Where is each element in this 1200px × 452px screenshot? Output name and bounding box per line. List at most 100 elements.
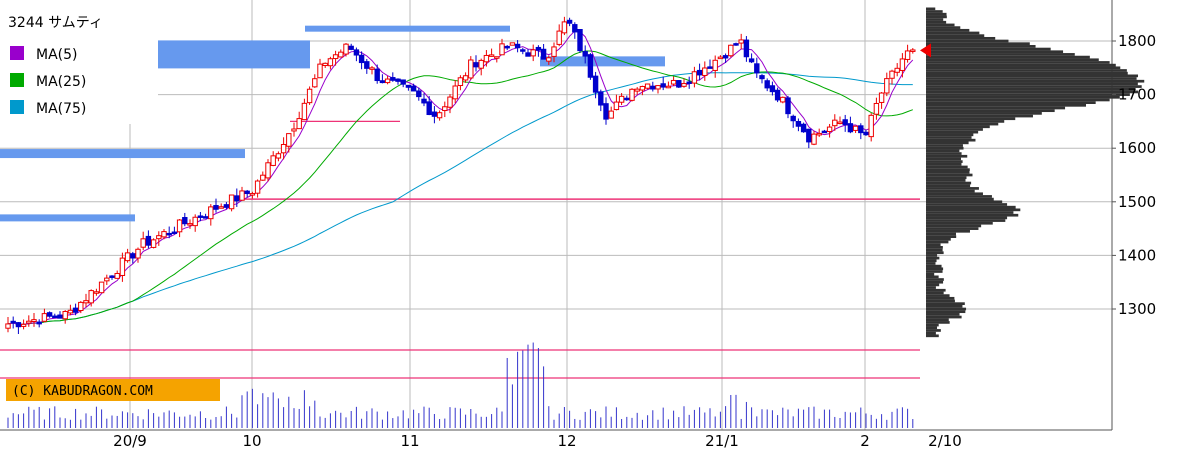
profile-bar-1310: [926, 302, 965, 305]
candle-body-62: [327, 58, 334, 67]
candle-body-142: [743, 39, 750, 58]
candle-body-169: [884, 78, 890, 94]
candle-body-27: [145, 235, 152, 246]
candle-body-148: [774, 89, 781, 101]
profile-bar-1660: [926, 114, 1033, 118]
profile-bar-1585: [926, 154, 968, 158]
candle-body-155: [811, 133, 817, 145]
candle-body-129: [676, 80, 682, 88]
candle-body-172: [899, 58, 906, 71]
legend-swatch-ma5: [10, 46, 24, 60]
profile-bar-1335: [926, 288, 946, 292]
candle-body-161: [842, 119, 848, 126]
candle-body-100: [525, 52, 531, 57]
candle-body-4: [26, 320, 32, 324]
profile-bar-1515: [926, 192, 983, 196]
candle-body-92: [483, 54, 490, 63]
profile-bar-1855: [926, 10, 943, 13]
credit-badge: (C) KABUDRAGON.COM: [6, 379, 220, 401]
profile-bar-1360: [926, 275, 939, 279]
profile-bar-1715: [926, 85, 1142, 88]
candle-body-72: [379, 80, 386, 84]
profile-bar-1575: [926, 160, 963, 163]
candle-body-133: [696, 69, 703, 76]
profile-bar-1510: [926, 195, 992, 198]
candle-body-43: [228, 194, 235, 210]
profile-bar-1860: [926, 7, 936, 11]
profile-bar-1470: [926, 216, 1008, 220]
profile-bar-1350: [926, 280, 944, 284]
profile-bar-1300: [926, 307, 967, 311]
x-tick-label-2: 11: [400, 432, 419, 450]
profile-bar-1450: [926, 227, 979, 230]
candle-body-12: [67, 309, 74, 314]
profile-bar-1500: [926, 200, 1003, 204]
candle-body-23: [124, 252, 131, 262]
volume-bars: [7, 342, 914, 428]
profile-bar-1725: [926, 79, 1145, 83]
candle-body-52: [275, 153, 282, 159]
profile-bar-1270: [926, 323, 939, 327]
candle-body-2: [15, 322, 22, 328]
candle-body-99: [520, 49, 526, 52]
profile-bar-1840: [926, 18, 944, 21]
profile-bar-1395: [926, 256, 940, 260]
candle-body-61: [322, 62, 328, 66]
profile-bar-1775: [926, 53, 1075, 56]
candle-body-59: [312, 78, 318, 88]
candle-body-138: [722, 55, 729, 59]
profile-bar-1410: [926, 248, 943, 252]
profile-bar-1400: [926, 254, 938, 257]
candle-body-160: [837, 121, 843, 125]
candle-body-79: [416, 90, 422, 98]
profile-bar-1765: [926, 58, 1099, 62]
profile-bar-1290: [926, 313, 960, 316]
candle-body-157: [821, 130, 828, 134]
candle-body-69: [364, 61, 370, 69]
profile-bar-1560: [926, 168, 970, 171]
profile-bar-1645: [926, 122, 999, 126]
candle-body-34: [182, 217, 188, 225]
candle-body-171: [894, 67, 900, 73]
profile-bar-1705: [926, 90, 1138, 94]
candle-body-114: [598, 91, 604, 106]
volume-profile: [926, 7, 1145, 338]
candle-body-163: [852, 125, 859, 131]
profile-bar-1260: [926, 329, 941, 332]
candle-body-108: [566, 19, 573, 24]
profile-bar-1655: [926, 117, 1016, 121]
candle-body-158: [826, 126, 833, 133]
candle-body-67: [353, 49, 360, 56]
profile-bar-1485: [926, 208, 1021, 212]
resistance-zone-0: [305, 25, 510, 32]
candle-body-76: [400, 79, 406, 85]
header-panel: 3244 サムティ MA(5) MA(25) MA(75): [0, 0, 158, 124]
candle-body-39: [208, 206, 214, 220]
candle-body-36: [192, 216, 198, 227]
profile-bar-1810: [926, 34, 985, 37]
candle-body-107: [561, 21, 568, 34]
profile-bar-1815: [926, 31, 980, 35]
candlesticks: [5, 16, 916, 335]
candle-body-48: [254, 180, 261, 194]
candle-body-24: [130, 253, 136, 259]
profile-bar-1730: [926, 77, 1137, 80]
chart-title: 3244 サムティ: [8, 15, 103, 31]
profile-bar-1570: [926, 162, 962, 166]
candle-body-78: [410, 85, 417, 92]
candle-body-170: [889, 70, 895, 79]
profile-bar-1525: [926, 187, 979, 190]
profile-bar-1520: [926, 189, 975, 193]
profile-bar-1550: [926, 173, 973, 177]
candle-body-132: [691, 71, 698, 84]
x-axis: 20/9 10 11 12 21/1 2 2/10: [113, 432, 962, 450]
legend-ma25-label: MA(25): [36, 74, 86, 90]
candle-body-104: [546, 57, 552, 62]
profile-bar-1805: [926, 36, 996, 40]
profile-bar-1760: [926, 61, 1110, 64]
candle-body-167: [873, 102, 880, 115]
x-tick-label-last: 2/10: [928, 432, 962, 450]
candle-body-47: [249, 193, 256, 196]
candle-body-21: [114, 272, 120, 279]
candle-body-26: [140, 238, 146, 248]
